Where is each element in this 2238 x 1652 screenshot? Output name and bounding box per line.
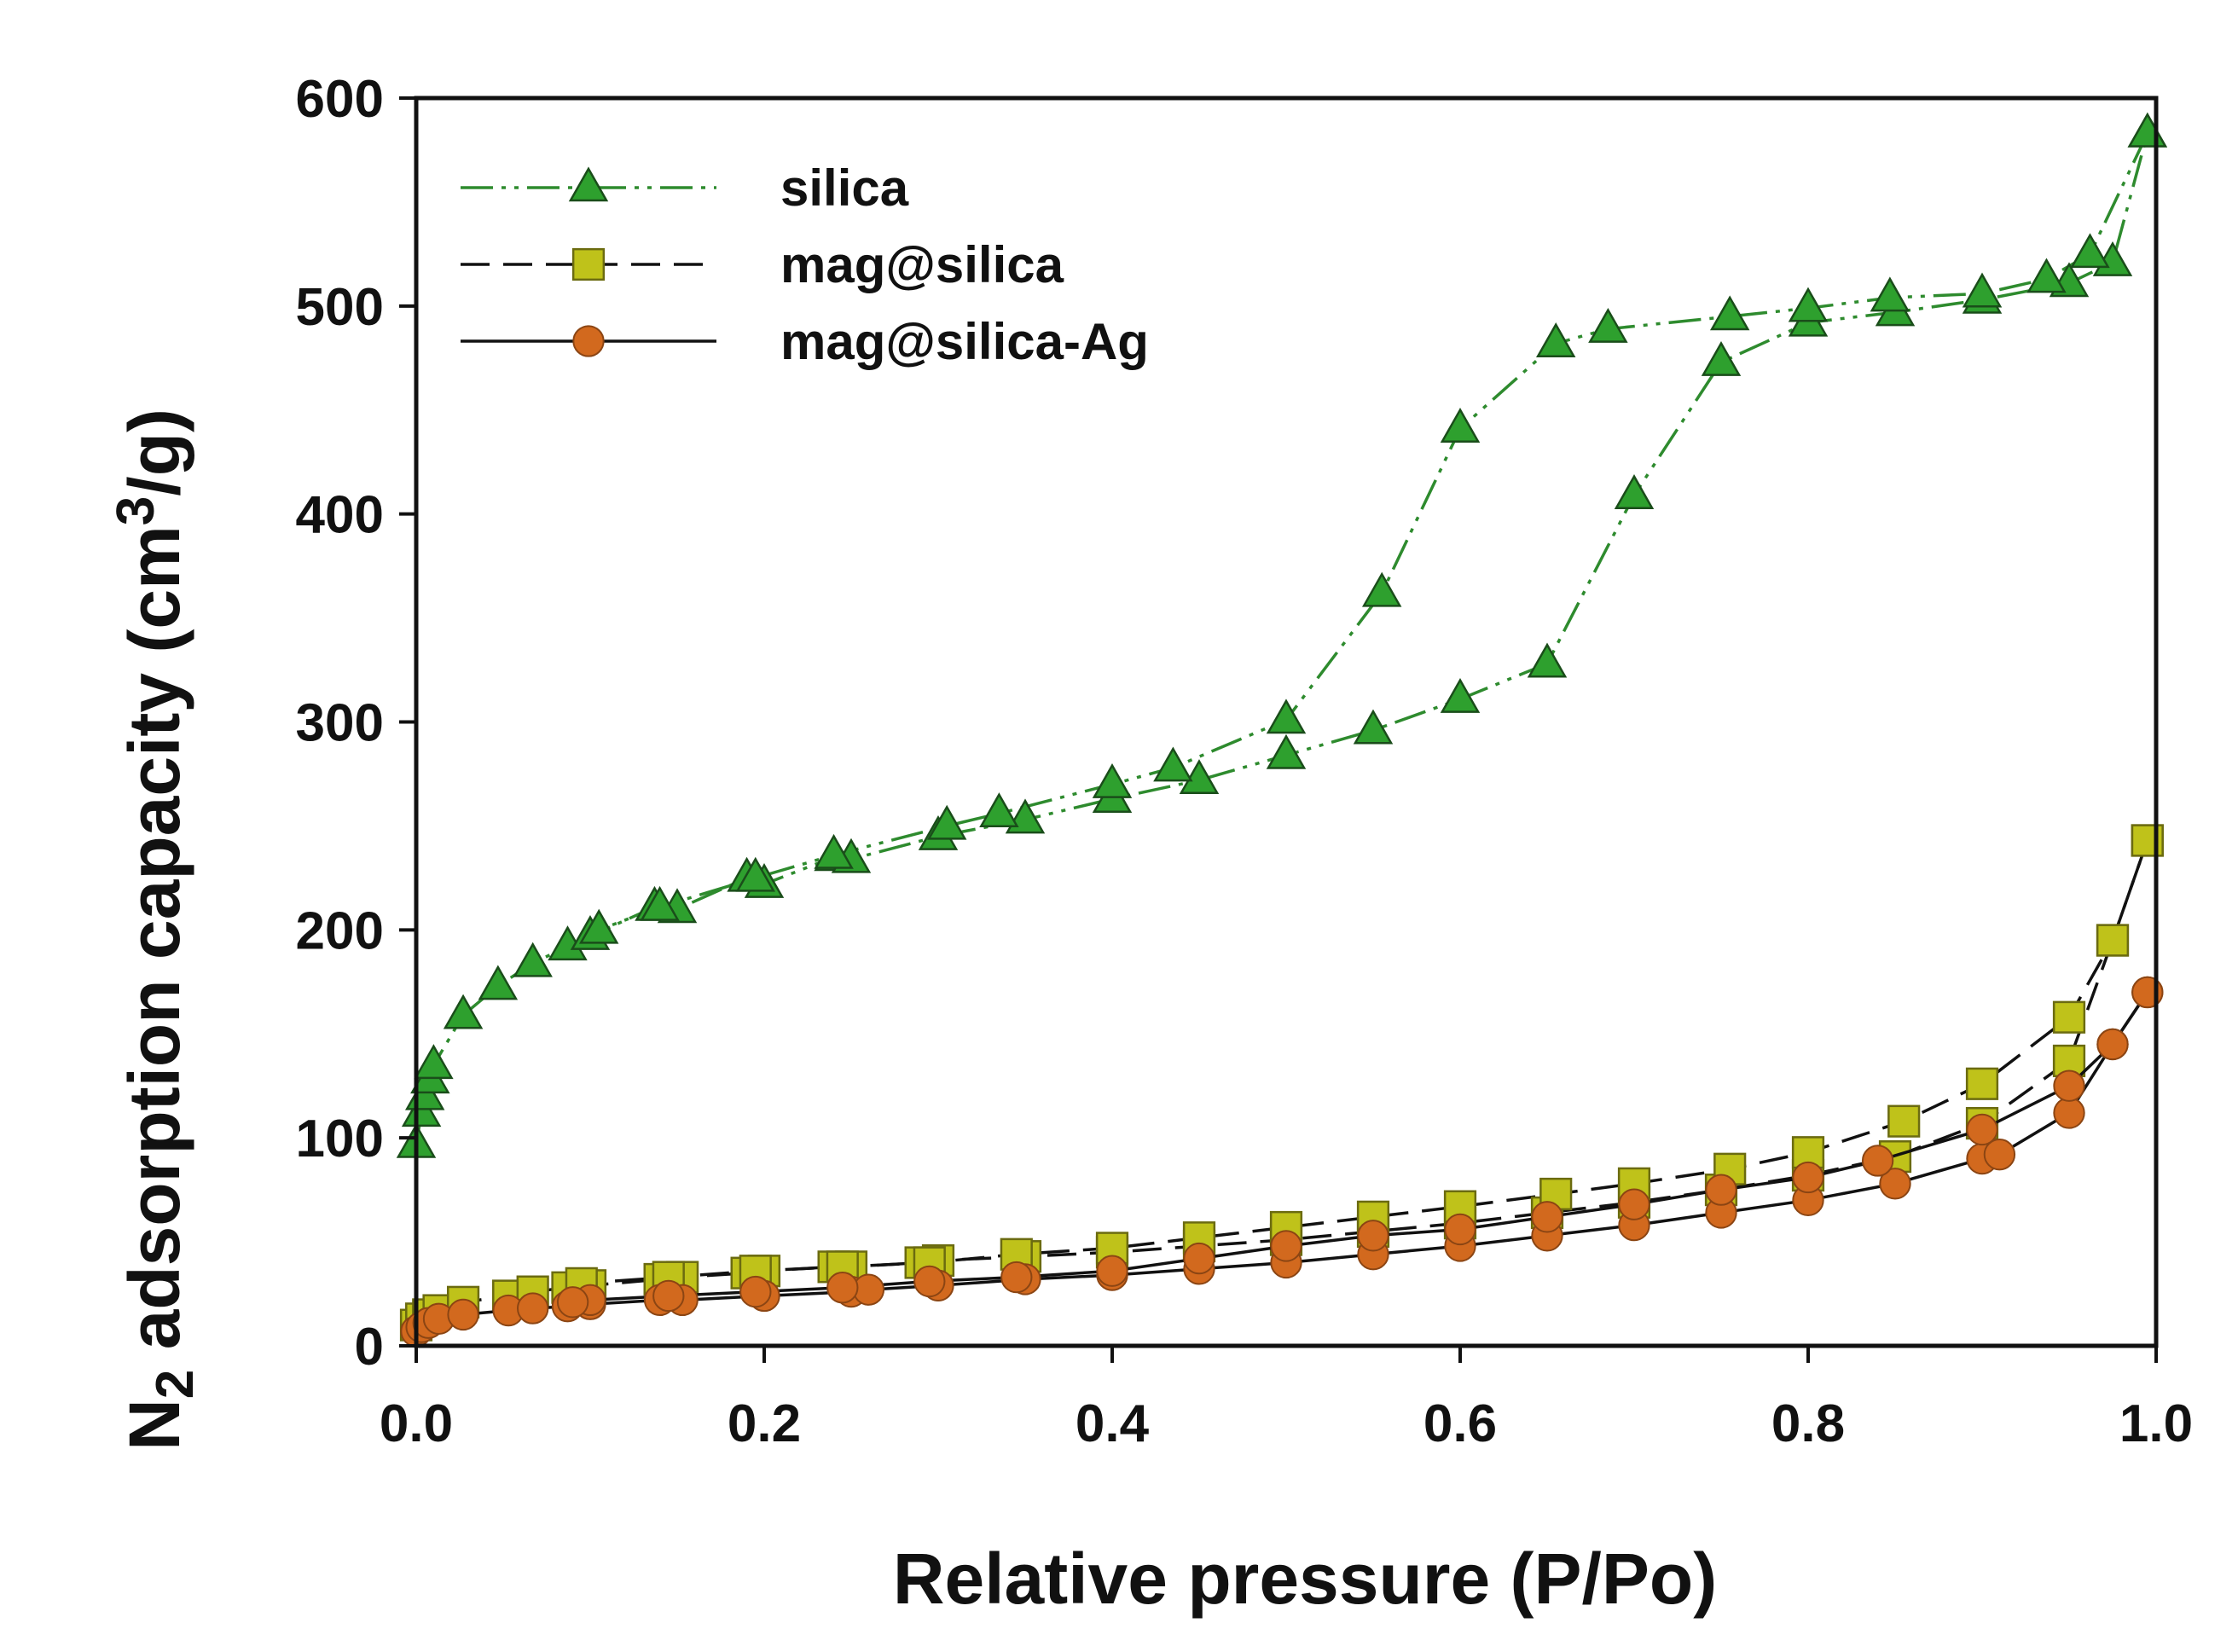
data-point	[1887, 1104, 1921, 1138]
data-point	[640, 885, 680, 921]
data-point	[739, 1275, 772, 1308]
data-point	[1962, 272, 2003, 308]
data-point	[2053, 1097, 2085, 1129]
data-point	[1614, 474, 1655, 509]
data-point	[1266, 733, 1307, 769]
x-tick-label: 0.2	[728, 1394, 801, 1453]
data-point	[2053, 1069, 2085, 1102]
data-point	[447, 1298, 479, 1331]
series-layer	[396, 112, 2168, 1348]
data-point	[513, 942, 553, 977]
y-axis-title-suffix: /g)	[114, 409, 194, 496]
data-point	[1527, 642, 1568, 678]
y-tick-label: 400	[296, 486, 384, 545]
data-point	[1357, 1220, 1389, 1252]
data-point	[814, 833, 854, 869]
series-mag-silica-ag	[400, 976, 2164, 1348]
x-tick-label: 0.0	[380, 1394, 453, 1453]
data-point	[1440, 408, 1481, 443]
data-point	[1531, 1201, 1563, 1233]
data-point	[1353, 709, 1394, 745]
data-point	[1705, 1174, 1737, 1206]
x-tick-label: 1.0	[2119, 1394, 2193, 1453]
data-point	[2127, 112, 2168, 148]
data-point	[1361, 571, 1402, 607]
data-point	[2070, 233, 2110, 269]
data-point	[1096, 1255, 1128, 1287]
y-axis-title-middle: adsorption capacity (cm	[114, 525, 194, 1370]
data-point	[517, 1292, 549, 1324]
data-point	[578, 908, 619, 944]
legend-marker	[568, 166, 609, 202]
data-point	[1788, 287, 1829, 322]
data-point	[556, 1286, 589, 1319]
data-point	[1618, 1188, 1650, 1220]
y-axis-title-superscript: 3	[107, 496, 165, 525]
data-point	[735, 856, 776, 892]
x-tick-label: 0.8	[1771, 1394, 1845, 1453]
legend: silica mag@silica mag@silica-Ag	[461, 159, 1149, 370]
y-tick-label: 0	[355, 1318, 384, 1377]
data-point	[2026, 258, 2067, 293]
data-point	[913, 1265, 946, 1298]
x-axis-title: Relative pressure (P/Po)	[893, 1539, 1717, 1619]
data-point	[1183, 1242, 1215, 1275]
data-point	[1444, 1213, 1476, 1246]
data-point	[2052, 1000, 2086, 1034]
y-tick-label: 600	[296, 70, 384, 129]
data-point	[1588, 307, 1628, 343]
data-point	[2096, 924, 2130, 957]
data-point	[1270, 1230, 1302, 1262]
ticks-layer: 0.0 0.2 0.4 0.6 0.8 1.0 0 100 200 300 400 500 600	[296, 70, 2194, 1453]
y-tick-label: 300	[296, 694, 384, 753]
legend-marker	[572, 325, 605, 357]
x-tick-label: 0.4	[1076, 1394, 1150, 1453]
data-point	[1000, 1261, 1033, 1294]
y-tick-label: 100	[296, 1110, 384, 1168]
data-point	[979, 792, 1019, 828]
y-tick-label: 200	[296, 901, 384, 960]
data-point	[1266, 698, 1307, 734]
y-axis-title-prefix: N	[114, 1399, 194, 1451]
data-point	[478, 965, 519, 1000]
data-point	[1983, 1138, 2016, 1171]
legend-label: mag@silica-Ag	[780, 313, 1149, 370]
series-silica	[396, 112, 2168, 1158]
data-point	[1879, 1168, 1911, 1200]
y-axis-title-subscript: 2	[146, 1370, 205, 1399]
data-point	[443, 994, 484, 1029]
data-point	[1709, 295, 1750, 331]
data-point	[926, 804, 967, 840]
data-point	[1870, 276, 1910, 312]
legend-label: silica	[780, 159, 909, 217]
data-point	[1440, 678, 1481, 713]
data-point	[1965, 1067, 1999, 1100]
data-point	[1153, 746, 1193, 782]
data-point	[414, 1044, 454, 1080]
data-point	[1966, 1113, 1998, 1146]
data-point	[1701, 341, 1742, 376]
legend-label: mag@silica	[780, 236, 1064, 293]
data-point	[652, 1279, 685, 1313]
x-tick-label: 0.6	[1423, 1394, 1497, 1453]
y-tick-label: 500	[296, 278, 384, 337]
legend-marker	[571, 247, 606, 281]
data-point	[1861, 1145, 1894, 1177]
data-point	[826, 1272, 859, 1304]
data-point	[1535, 322, 1576, 357]
data-point	[1792, 1161, 1824, 1194]
data-point	[2096, 1028, 2129, 1061]
data-point	[1092, 762, 1133, 798]
y-axis-title: N2 adsorption capacity (cm3/g)	[107, 409, 205, 1451]
